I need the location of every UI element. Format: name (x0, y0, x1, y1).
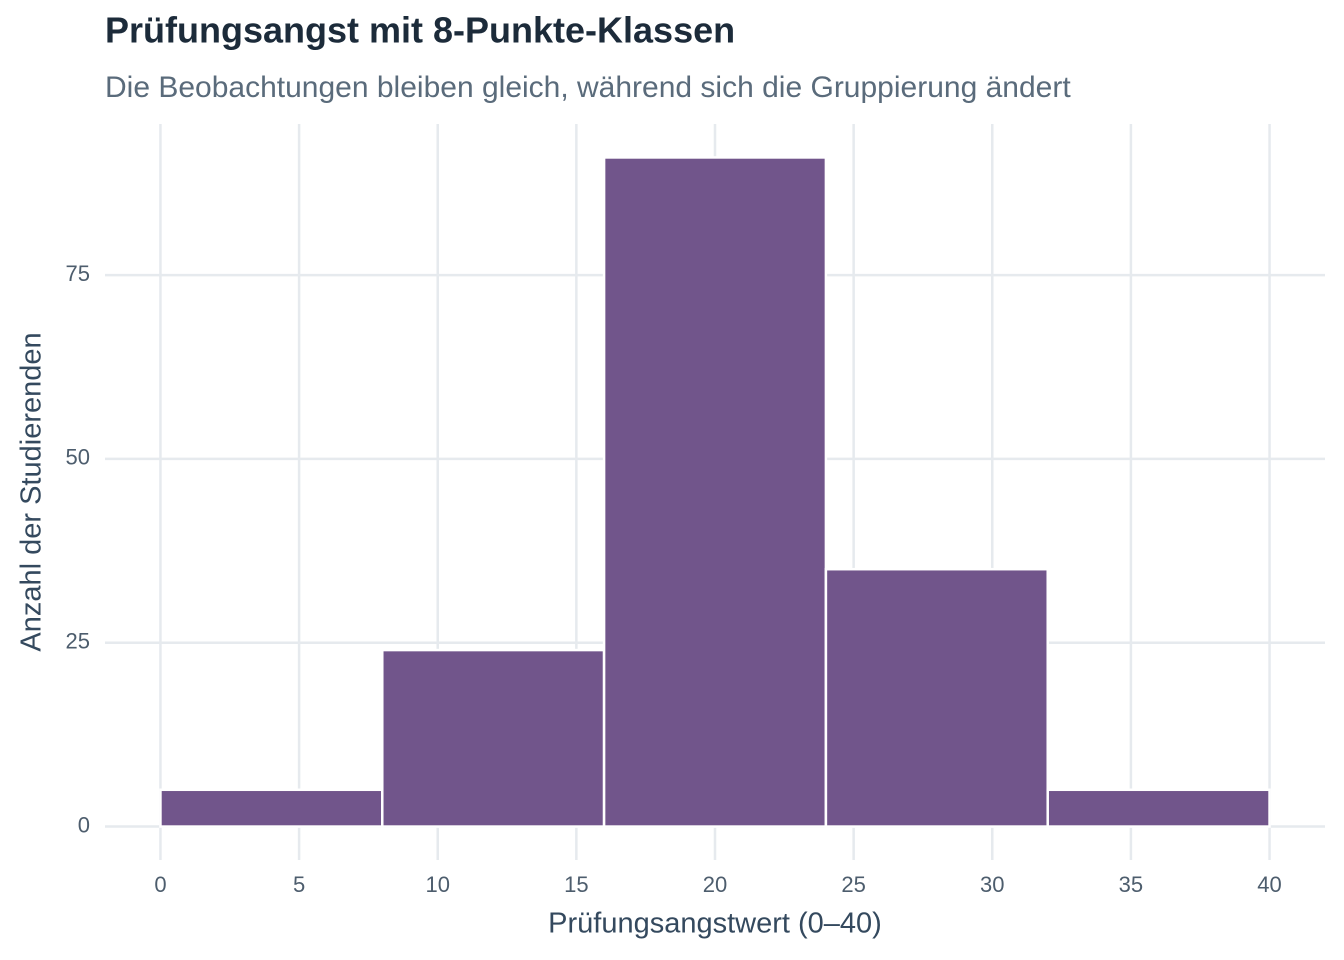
x-tick-label: 30 (980, 872, 1004, 897)
x-tick-label: 0 (154, 872, 166, 897)
x-tick-label: 35 (1119, 872, 1143, 897)
bar (381, 648, 606, 828)
y-tick-label: 75 (66, 261, 90, 286)
y-tick-label: 25 (66, 629, 90, 654)
x-tick-label: 40 (1257, 872, 1281, 897)
y-tick-label: 50 (66, 445, 90, 470)
bar (602, 156, 828, 828)
x-axis-title: Prüfungsangstwert (0–40) (548, 908, 882, 940)
bar (1046, 788, 1271, 828)
y-axis-title: Anzahl der Studierenden (16, 332, 48, 651)
x-tick-label: 20 (703, 872, 727, 897)
bar (159, 788, 384, 828)
x-tick-label: 10 (425, 872, 449, 897)
y-tick-label: 0 (78, 812, 90, 837)
bar (824, 567, 1049, 828)
chart-subtitle: Die Beobachtungen bleiben gleich, währen… (105, 71, 1071, 104)
x-tick-label: 15 (564, 872, 588, 897)
x-tick-label: 25 (841, 872, 865, 897)
chart-title: Prüfungsangst mit 8-Punkte-Klassen (105, 10, 735, 51)
x-tick-label: 5 (293, 872, 305, 897)
